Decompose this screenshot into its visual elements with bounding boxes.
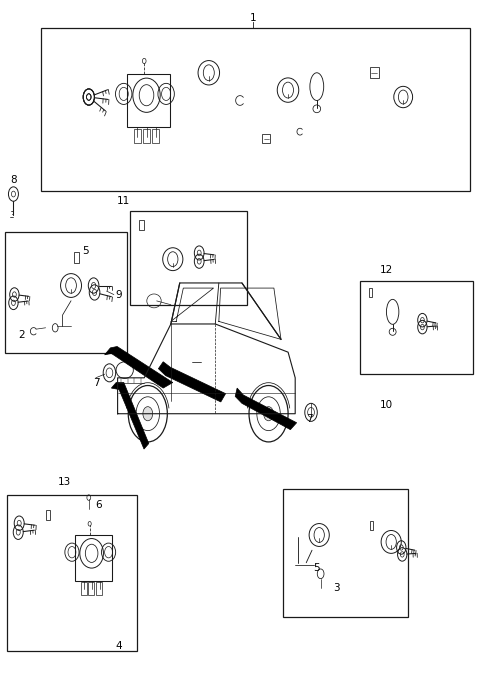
Text: 8: 8: [10, 175, 17, 185]
Bar: [370, 67, 379, 78]
Bar: [139, 220, 144, 230]
Text: 4: 4: [116, 641, 122, 651]
Text: 13: 13: [58, 477, 72, 486]
Text: 6: 6: [95, 500, 102, 509]
Polygon shape: [105, 346, 173, 388]
Text: 3: 3: [333, 583, 339, 593]
Bar: [75, 535, 112, 581]
Text: 5: 5: [313, 563, 320, 573]
Text: 10: 10: [380, 401, 393, 410]
Bar: [152, 129, 159, 143]
Text: 7: 7: [306, 414, 313, 424]
Bar: [74, 252, 79, 263]
Bar: [130, 211, 247, 305]
Bar: [370, 521, 373, 530]
Text: 5: 5: [82, 246, 89, 256]
Bar: [369, 288, 372, 297]
Bar: [41, 28, 470, 191]
Bar: [5, 232, 127, 353]
Text: 2: 2: [18, 330, 24, 340]
Bar: [127, 74, 170, 127]
Bar: [81, 582, 86, 595]
Text: 7: 7: [93, 378, 99, 387]
Bar: [143, 129, 150, 143]
Bar: [96, 582, 102, 595]
Bar: [7, 495, 137, 651]
Text: 11: 11: [117, 196, 131, 206]
Bar: [88, 582, 95, 595]
Text: 1: 1: [250, 13, 257, 23]
Polygon shape: [111, 383, 149, 449]
Text: 12: 12: [380, 265, 393, 275]
Bar: [46, 510, 50, 520]
Circle shape: [264, 407, 274, 421]
Bar: [263, 134, 270, 143]
Bar: [134, 129, 141, 143]
Bar: [360, 281, 473, 374]
Bar: [283, 489, 408, 617]
Circle shape: [143, 407, 153, 421]
Text: 9: 9: [116, 290, 122, 299]
Polygon shape: [235, 388, 297, 430]
Polygon shape: [158, 362, 226, 402]
